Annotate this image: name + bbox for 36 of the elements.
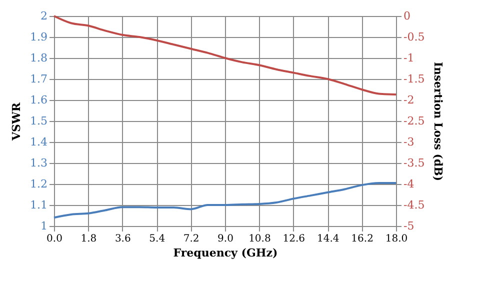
y2-tick-label: -5 [404, 220, 414, 232]
y2-tick-label: -1 [404, 52, 414, 64]
y2-axis-title: Insertion Loss (dB) [432, 62, 445, 182]
x-tick-label: 7.2 [183, 234, 200, 244]
y2-tick-label: -0.5 [404, 30, 425, 44]
x-tick-label: 1.8 [80, 234, 97, 244]
y-tick-label: 1.2 [30, 178, 48, 190]
y2-tick-label: -2.5 [404, 114, 425, 128]
y-tick-label: 1.3 [30, 156, 48, 170]
x-tick-label: 5.4 [149, 234, 166, 244]
y2-tick-label: -2 [404, 94, 414, 106]
y2-tick-label: -4 [404, 178, 414, 190]
y-tick-label: 2 [40, 10, 48, 22]
y-tick-label: 1.9 [30, 30, 48, 44]
x-tick-label: 9.0 [218, 234, 234, 244]
y-tick-label: 1.8 [30, 52, 48, 64]
y2-tick-label: -3 [404, 136, 414, 148]
y2-tick-label: -4.5 [404, 198, 425, 212]
x-tick-label: 3.6 [114, 234, 131, 244]
x-tick-label: 10.8 [248, 234, 271, 244]
x-axis-title: Frequency (GHz) [173, 246, 278, 260]
y-axis-title: VSWR [10, 102, 24, 142]
x-tick-label: 12.6 [282, 234, 306, 244]
x-tick-label: 18.0 [385, 234, 408, 244]
y-tick-label: 1.4 [30, 136, 48, 148]
x-tick-label: 0.0 [46, 234, 62, 244]
y-tick-label: 1 [40, 220, 48, 232]
x-tick-label: 16.2 [351, 234, 374, 244]
y-tick-label: 1.5 [30, 114, 48, 128]
y-tick-label: 1.7 [30, 72, 48, 86]
y-tick-label: 1.1 [30, 198, 48, 212]
x-tick-label: 14.4 [316, 234, 340, 244]
y2-tick-label: -1.5 [404, 72, 425, 86]
y2-tick-label: 0 [404, 10, 410, 22]
y-tick-label: 1.6 [30, 94, 48, 106]
y2-tick-label: -3.5 [404, 156, 425, 170]
